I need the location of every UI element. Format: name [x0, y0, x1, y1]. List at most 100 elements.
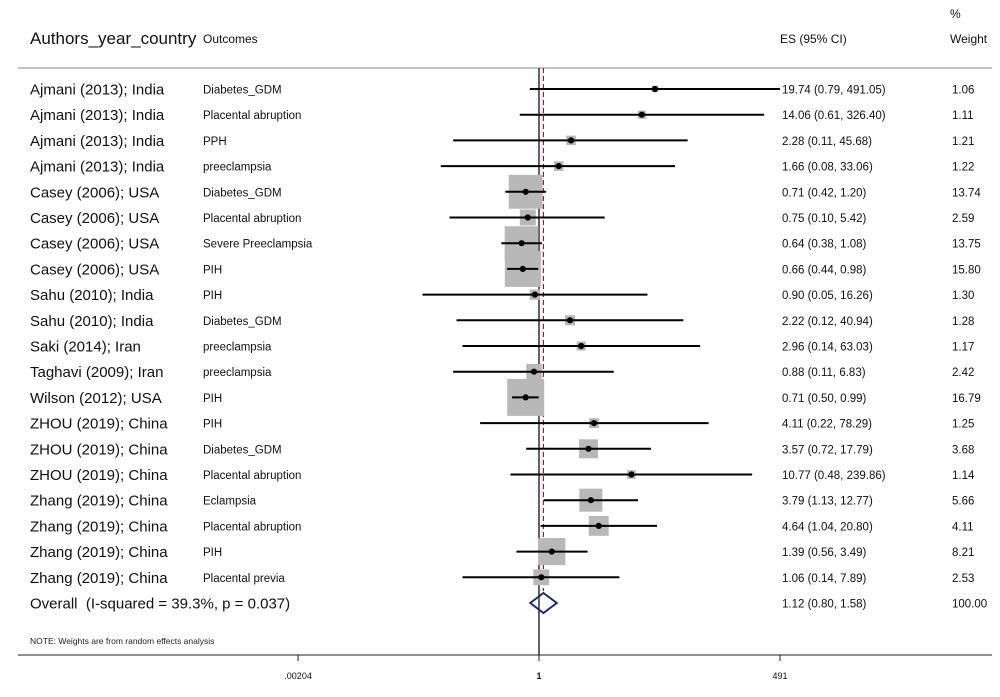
es-ci-label: 2.22 (0.12, 40.94): [782, 316, 873, 328]
weight-label: 1.11: [952, 110, 974, 122]
x-tick-label: .00204: [284, 671, 312, 681]
point-estimate: [595, 522, 602, 530]
point-estimate: [578, 342, 585, 350]
weight-label: 1.14: [952, 470, 975, 482]
es-ci-label: 14.06 (0.61, 326.40): [782, 110, 886, 122]
es-ci-label: 2.96 (0.14, 63.03): [782, 342, 873, 354]
point-estimate: [519, 265, 526, 272]
study-label: Taghavi (2009); Iran: [30, 364, 163, 381]
weight-label: 2.53: [952, 573, 974, 585]
outcome-label: Placental abruption: [203, 213, 301, 225]
header-weight: Weight: [950, 32, 988, 46]
es-ci-label: 1.06 (0.14, 7.89): [782, 573, 867, 585]
weight-label: 8.21: [952, 547, 974, 559]
es-ci-label: 0.64 (0.38, 1.08): [782, 239, 867, 251]
footnote: NOTE: Weights are from random effects an…: [30, 636, 214, 646]
weight-label: 1.25: [952, 419, 974, 431]
es-ci-label: 1.39 (0.56, 3.49): [782, 547, 867, 559]
overall-diamond: [528, 591, 559, 615]
x-tick-label: 491: [772, 671, 787, 681]
es-ci-label: 4.64 (1.04, 20.80): [782, 521, 873, 533]
header-study: Authors_year_country: [30, 29, 197, 48]
point-estimate: [567, 137, 575, 144]
weight-label: 1.28: [952, 316, 974, 328]
outcome-label: PPH: [203, 136, 227, 148]
study-label: ZHOU (2019); China: [30, 441, 168, 458]
es-ci-label: 1.66 (0.08, 33.06): [782, 162, 873, 174]
study-label: Ajmani (2013); India: [30, 159, 165, 176]
outcome-label: PIH: [203, 547, 222, 559]
header-es: ES (95% CI): [780, 32, 847, 46]
weight-label: 1.21: [952, 136, 974, 148]
overall-label: Overall (I-squared = 39.3%, p = 0.037): [30, 596, 290, 613]
outcome-label: Placental previa: [203, 573, 285, 585]
study-label: Casey (2006); USA: [30, 236, 159, 253]
study-label: Zhang (2019); China: [30, 544, 168, 561]
study-label: Saki (2014); Iran: [30, 339, 141, 356]
study-label: ZHOU (2019); China: [30, 467, 168, 484]
weight-label: 16.79: [952, 393, 981, 405]
outcome-label: Diabetes_GDM: [203, 316, 282, 328]
study-label: Zhang (2019); China: [30, 518, 168, 535]
point-estimate: [530, 368, 538, 375]
point-estimate: [651, 85, 659, 93]
point-estimate: [518, 240, 525, 247]
es-ci-label: 0.66 (0.44, 0.98): [782, 264, 867, 276]
outcome-label: Placental abruption: [203, 470, 301, 482]
outcome-label: Placental abruption: [203, 521, 301, 533]
point-estimate: [585, 445, 592, 452]
study-label: Zhang (2019); China: [30, 570, 168, 587]
es-ci-label: 0.88 (0.11, 6.83): [782, 367, 866, 379]
study-label: Zhang (2019); China: [30, 493, 168, 510]
weight-label: 1.30: [952, 290, 974, 302]
point-estimate: [628, 471, 635, 478]
es-ci-label: 3.57 (0.72, 17.79): [782, 444, 873, 456]
es-ci-label: 3.79 (1.13, 12.77): [782, 496, 873, 508]
es-ci-label: 4.11 (0.22, 78.29): [782, 419, 872, 431]
outcome-label: Diabetes_GDM: [203, 85, 282, 97]
study-label: Casey (2006); USA: [30, 184, 159, 201]
weight-label: 13.74: [952, 187, 981, 199]
outcome-label: Eclampsia: [203, 496, 257, 508]
study-label: Ajmani (2013); India: [30, 82, 165, 99]
point-estimate: [548, 548, 555, 555]
outcome-label: PIH: [203, 264, 222, 276]
es-ci-label: 0.71 (0.50, 0.99): [782, 393, 867, 405]
outcome-label: Diabetes_GDM: [203, 187, 282, 199]
es-ci-label: 0.90 (0.05, 16.26): [782, 290, 873, 302]
point-estimate: [531, 291, 539, 298]
study-label: ZHOU (2019); China: [30, 416, 168, 433]
weight-label: 13.75: [952, 239, 981, 251]
es-ci-label: 10.77 (0.48, 239.86): [782, 470, 886, 482]
outcome-label: PIH: [203, 419, 222, 431]
weight-label: 1.17: [952, 342, 974, 354]
outcome-label: preeclampsia: [203, 367, 272, 379]
outcome-label: preeclampsia: [203, 342, 272, 354]
weight-label: 1.22: [952, 162, 974, 174]
weight-label: 3.68: [952, 444, 974, 456]
point-estimate: [522, 188, 529, 195]
point-estimate: [524, 214, 531, 221]
study-label: Sahu (2010); India: [30, 287, 154, 304]
x-tick-label: 1: [536, 671, 541, 681]
header-outcome: Outcomes: [203, 32, 258, 46]
study-label: Casey (2006); USA: [30, 261, 159, 278]
point-estimate: [538, 574, 545, 581]
point-estimate: [638, 111, 645, 118]
weight-label: 2.59: [952, 213, 974, 225]
point-estimate: [566, 317, 574, 324]
es-ci-label: 2.28 (0.11, 45.68): [782, 136, 872, 148]
study-label: Wilson (2012); USA: [30, 390, 162, 407]
weight-label: 1.06: [952, 85, 974, 97]
outcome-label: Diabetes_GDM: [203, 444, 282, 456]
overall-es-ci-label: 1.12 (0.80, 1.58): [782, 599, 867, 611]
outcome-label: preeclampsia: [203, 162, 272, 174]
overall-weight-label: 100.00: [952, 599, 987, 611]
weight-label: 2.42: [952, 367, 974, 379]
study-label: Sahu (2010); India: [30, 313, 154, 330]
point-estimate: [522, 394, 529, 401]
point-estimate: [587, 497, 594, 504]
study-label: Ajmani (2013); India: [30, 107, 165, 124]
weight-label: 15.80: [952, 264, 981, 276]
